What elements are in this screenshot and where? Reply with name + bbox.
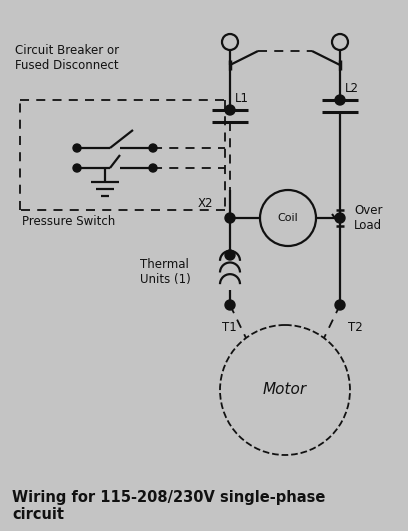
Text: Motor: Motor	[263, 382, 307, 398]
Circle shape	[335, 300, 345, 310]
Circle shape	[335, 213, 345, 223]
Circle shape	[225, 213, 235, 223]
Text: L1: L1	[235, 92, 249, 105]
Circle shape	[335, 95, 345, 105]
Text: L2: L2	[345, 82, 359, 95]
Circle shape	[225, 250, 235, 260]
Text: T2: T2	[348, 321, 363, 334]
Text: Pressure Switch: Pressure Switch	[22, 215, 115, 228]
Text: Wiring for 115-208/230V single-phase
circuit: Wiring for 115-208/230V single-phase cir…	[12, 490, 325, 523]
Text: Thermal
Units (1): Thermal Units (1)	[140, 259, 191, 287]
Circle shape	[149, 164, 157, 172]
Text: Coil: Coil	[277, 213, 298, 223]
Text: X2: X2	[198, 197, 213, 210]
Text: T1: T1	[222, 321, 237, 334]
Circle shape	[149, 144, 157, 152]
Circle shape	[225, 105, 235, 115]
Circle shape	[73, 164, 81, 172]
Text: Over
Load: Over Load	[354, 204, 383, 232]
Text: Circuit Breaker or
Fused Disconnect: Circuit Breaker or Fused Disconnect	[15, 44, 119, 72]
Circle shape	[225, 300, 235, 310]
Circle shape	[73, 144, 81, 152]
